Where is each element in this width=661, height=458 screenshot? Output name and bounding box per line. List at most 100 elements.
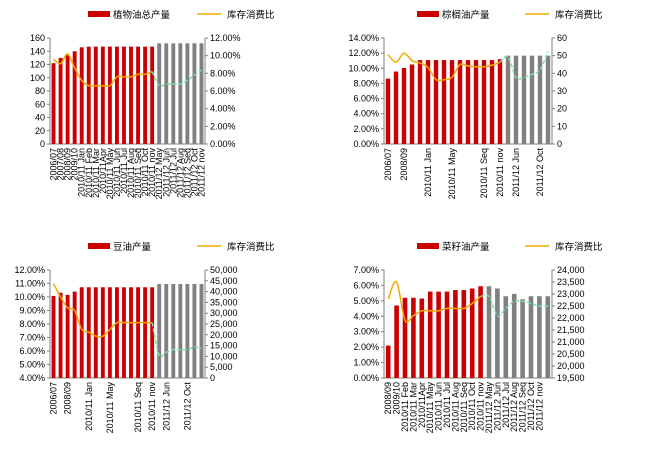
production-bar [444, 291, 450, 378]
legend-bar-label: 棕榈油产量 [442, 9, 490, 21]
chart-palm-oil: 0.00% 2.00% 4.00% 6.00% 8.00% 10.00% 12.00% 14.… [348, 9, 602, 199]
x-tick-label: 2010/11 Jan [77, 148, 87, 197]
left-tick-label: 60 [35, 99, 45, 109]
forecast-bar [157, 284, 162, 378]
right-tick-label: 10 [557, 121, 567, 131]
x-tick-label: 2010/11Apr [98, 148, 108, 194]
production-bar [79, 287, 84, 378]
production-bar [122, 46, 126, 144]
forecast-bar [185, 284, 190, 378]
production-bar [107, 46, 112, 144]
x-tick-label: 2011/12 Oct [182, 382, 192, 431]
x-tick-label: 2010/11 Seq [133, 382, 143, 432]
production-bar [129, 46, 133, 144]
x-tick-label: 2010/11 Seq [133, 148, 143, 198]
right-tick-label: 6.00% [210, 86, 236, 96]
production-bar [409, 64, 415, 144]
production-bar [86, 46, 91, 144]
right-tick-label: 20,500 [557, 349, 585, 359]
right-tick-label: 19,500 [557, 373, 585, 383]
right-tick-label: 22,500 [557, 301, 585, 311]
x-tick-label: 2011/12 Oct [526, 382, 536, 431]
left-tick-label: 100 [30, 73, 45, 83]
right-tick-label: 24,000 [557, 265, 585, 275]
right-tick-label: 4.00% [210, 104, 236, 114]
forecast-bar [545, 55, 551, 144]
forecast-bar [157, 43, 162, 144]
x-tick-label: 2011/12 nov [196, 148, 206, 197]
left-tick-label: 10.00% [348, 63, 379, 73]
production-bar [93, 287, 98, 378]
legend-bar-swatch [88, 11, 110, 17]
chart-rapeseed-oil: 0.00% 1.00% 2.00% 3.00% 4.00% 5.00% 6.00% 7.00%… [353, 241, 602, 433]
production-bar [449, 60, 455, 144]
legend-bar-label: 豆油产量 [113, 241, 152, 253]
legend-line-label: 库存消费比 [555, 241, 603, 253]
forecast-bar [521, 55, 527, 144]
x-tick-label: 2010/11 Mar [91, 148, 101, 198]
production-bar [58, 292, 63, 378]
production-bar [385, 345, 391, 378]
right-tick-label: 12.00% [210, 33, 241, 43]
x-tick-label: 2010/11 Mar [408, 382, 418, 432]
forecast-bar [529, 55, 535, 144]
left-tick-label: 12.00% [14, 265, 45, 275]
x-tick-label: 2010/11 May [425, 382, 435, 434]
x-tick-label: 2010/11 Jul [119, 148, 129, 194]
legend-bar-label: 植物油总产量 [113, 9, 171, 21]
forecast-bar [528, 296, 534, 378]
left-tick-label: 10.00% [14, 292, 45, 302]
x-tick-label: 2011/12 Seq [182, 148, 192, 198]
x-tick-label: 2009/10 [70, 148, 80, 181]
left-tick-label: 120 [30, 60, 45, 70]
forecast-bar [199, 284, 204, 378]
production-bar [51, 295, 56, 378]
forecast-ratio-line [480, 294, 548, 317]
production-bar [411, 297, 416, 378]
x-tick-label: 2010/11 May [105, 148, 115, 200]
x-tick-label: 2010/11 Jul [442, 382, 452, 428]
right-tick-label: 35,000 [210, 297, 238, 307]
production-bar [150, 287, 155, 378]
right-tick-label: 40,000 [210, 287, 238, 297]
left-tick-label: 8.00% [353, 78, 379, 88]
right-tick-label: 10,000 [210, 351, 238, 361]
left-tick-label: 14.00% [348, 33, 379, 43]
forecast-bar [171, 43, 176, 144]
forecast-bar [178, 43, 183, 144]
left-tick-label: 12.00% [348, 48, 379, 58]
chart-vegetable-oil: 0 20 40 60 80 100 120 140 160 0.00% 2.00% 4.00% 6.00… [30, 9, 275, 199]
right-tick-label: 50 [557, 51, 567, 61]
right-tick-label: 0.00% [210, 139, 236, 149]
x-tick-label: 2010/11 Oct [140, 148, 150, 197]
forecast-bar [505, 55, 511, 144]
production-bar [114, 46, 119, 144]
x-tick-label: 2011/12 Seq [518, 382, 528, 432]
production-bar [461, 290, 467, 378]
forecast-bar [185, 43, 190, 144]
forecast-bar [537, 296, 542, 378]
production-bar [136, 46, 141, 144]
production-bar [401, 68, 407, 144]
x-tick-label: 2010/11 nov [147, 382, 157, 431]
production-bar [150, 46, 155, 144]
left-tick-label: 8.00% [19, 319, 45, 329]
forecast-bar [171, 284, 176, 378]
x-tick-label: 2007/08 [56, 148, 66, 181]
left-tick-label: 7.00% [19, 333, 45, 343]
left-tick-label: 4.00% [353, 311, 379, 321]
right-tick-label: 5,000 [210, 362, 233, 372]
production-bar [469, 288, 475, 378]
production-bar [419, 298, 425, 378]
right-tick-label: 50,000 [210, 265, 238, 275]
x-tick-label: 2006/07 [49, 382, 59, 415]
x-tick-label: 2009/10 [392, 382, 402, 415]
ratio-line [52, 283, 153, 338]
production-bar [473, 60, 479, 144]
left-tick-label: 9.00% [19, 306, 45, 316]
x-tick-label: 2011/12 Jun [511, 148, 521, 197]
x-tick-label: 2010/11 Seq [479, 148, 489, 198]
x-tick-label: 2011/12 May [154, 148, 164, 200]
right-tick-label: 20,000 [210, 330, 238, 340]
x-tick-label: 2008/09 [63, 148, 73, 181]
